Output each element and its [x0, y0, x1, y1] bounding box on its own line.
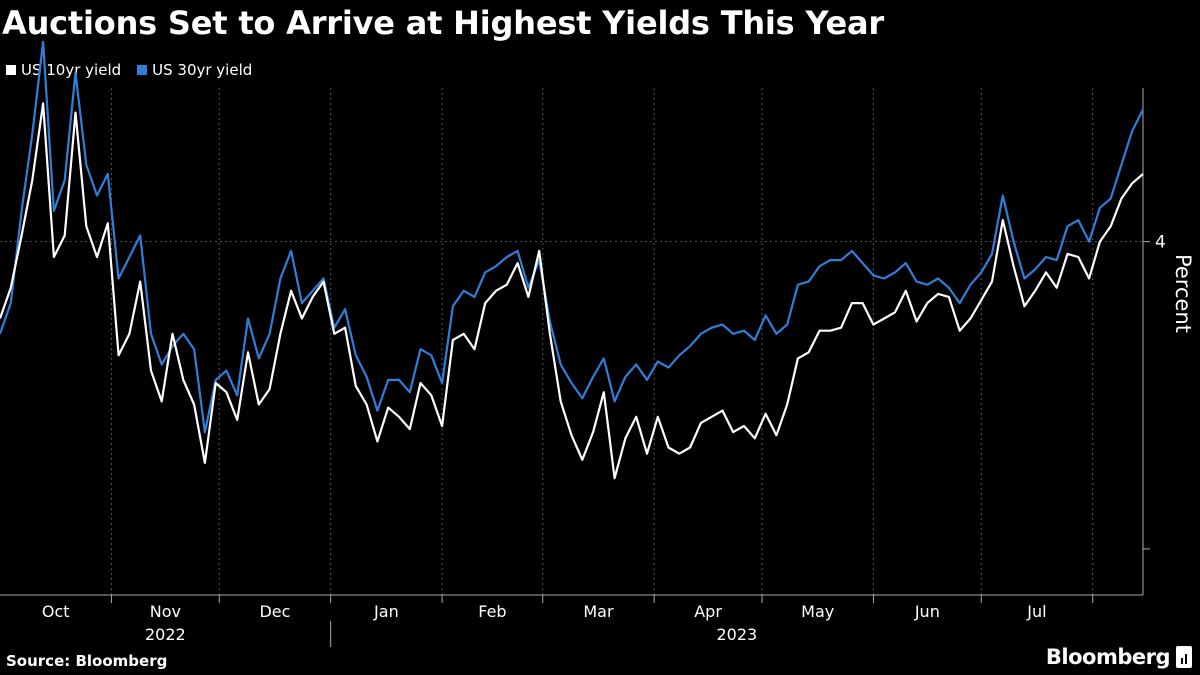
series-line-30yr [0, 40, 1144, 434]
x-tick-label: Jul [1026, 602, 1046, 621]
series-line-10yr [0, 102, 1144, 480]
x-tick-label: Oct [42, 602, 70, 621]
source-note: Source: Bloomberg [6, 652, 168, 670]
y-tick-label: 4 [1155, 233, 1166, 253]
brand-mark: Bloomberg [1046, 645, 1192, 669]
x-tick-label: May [801, 602, 834, 621]
x-tick-label: Feb [478, 602, 506, 621]
x-tick-label: Mar [583, 602, 614, 621]
x-tick-label: Dec [259, 602, 290, 621]
x-tick-label: Apr [694, 602, 722, 621]
x-tick-label: Jan [373, 602, 399, 621]
legend-swatch-10yr [6, 65, 16, 75]
legend-label-30yr: US 30yr yield [152, 61, 253, 79]
legend-swatch-30yr [137, 65, 148, 75]
year-label-2023: 2023 [716, 625, 757, 644]
series-layer [0, 40, 1144, 480]
bloomberg-terminal-icon [1176, 646, 1192, 668]
grid-layer [0, 88, 1143, 595]
legend-item-30yr: US 30yr yield [137, 61, 252, 79]
axis-layer [0, 88, 1150, 647]
brand-name: Bloomberg [1045, 645, 1171, 669]
x-tick-label: Nov [150, 602, 181, 621]
label-layer: Oct Nov Dec Jan Feb Mar Apr May Jun Jul 2022 2023 4P… [42, 233, 1195, 644]
chart-title: Auctions Set to Arrive at Highest Yields… [2, 4, 884, 42]
y-axis-title: Percent [1171, 254, 1195, 333]
x-tick-label: Jun [914, 602, 940, 621]
year-label-2022: 2022 [145, 625, 186, 644]
